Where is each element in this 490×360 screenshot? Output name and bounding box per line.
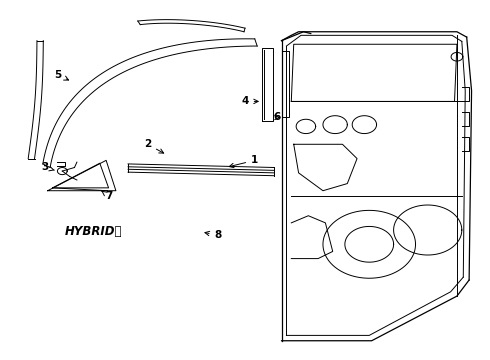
Text: HYBRID॥: HYBRID॥ xyxy=(65,225,122,238)
Text: 7: 7 xyxy=(102,191,112,201)
Text: 4: 4 xyxy=(241,96,258,107)
Text: 2: 2 xyxy=(144,139,164,153)
Text: 3: 3 xyxy=(42,162,54,172)
Text: 6: 6 xyxy=(273,112,280,122)
Text: 1: 1 xyxy=(229,156,258,168)
Text: 5: 5 xyxy=(54,69,69,80)
Text: 8: 8 xyxy=(205,230,222,240)
